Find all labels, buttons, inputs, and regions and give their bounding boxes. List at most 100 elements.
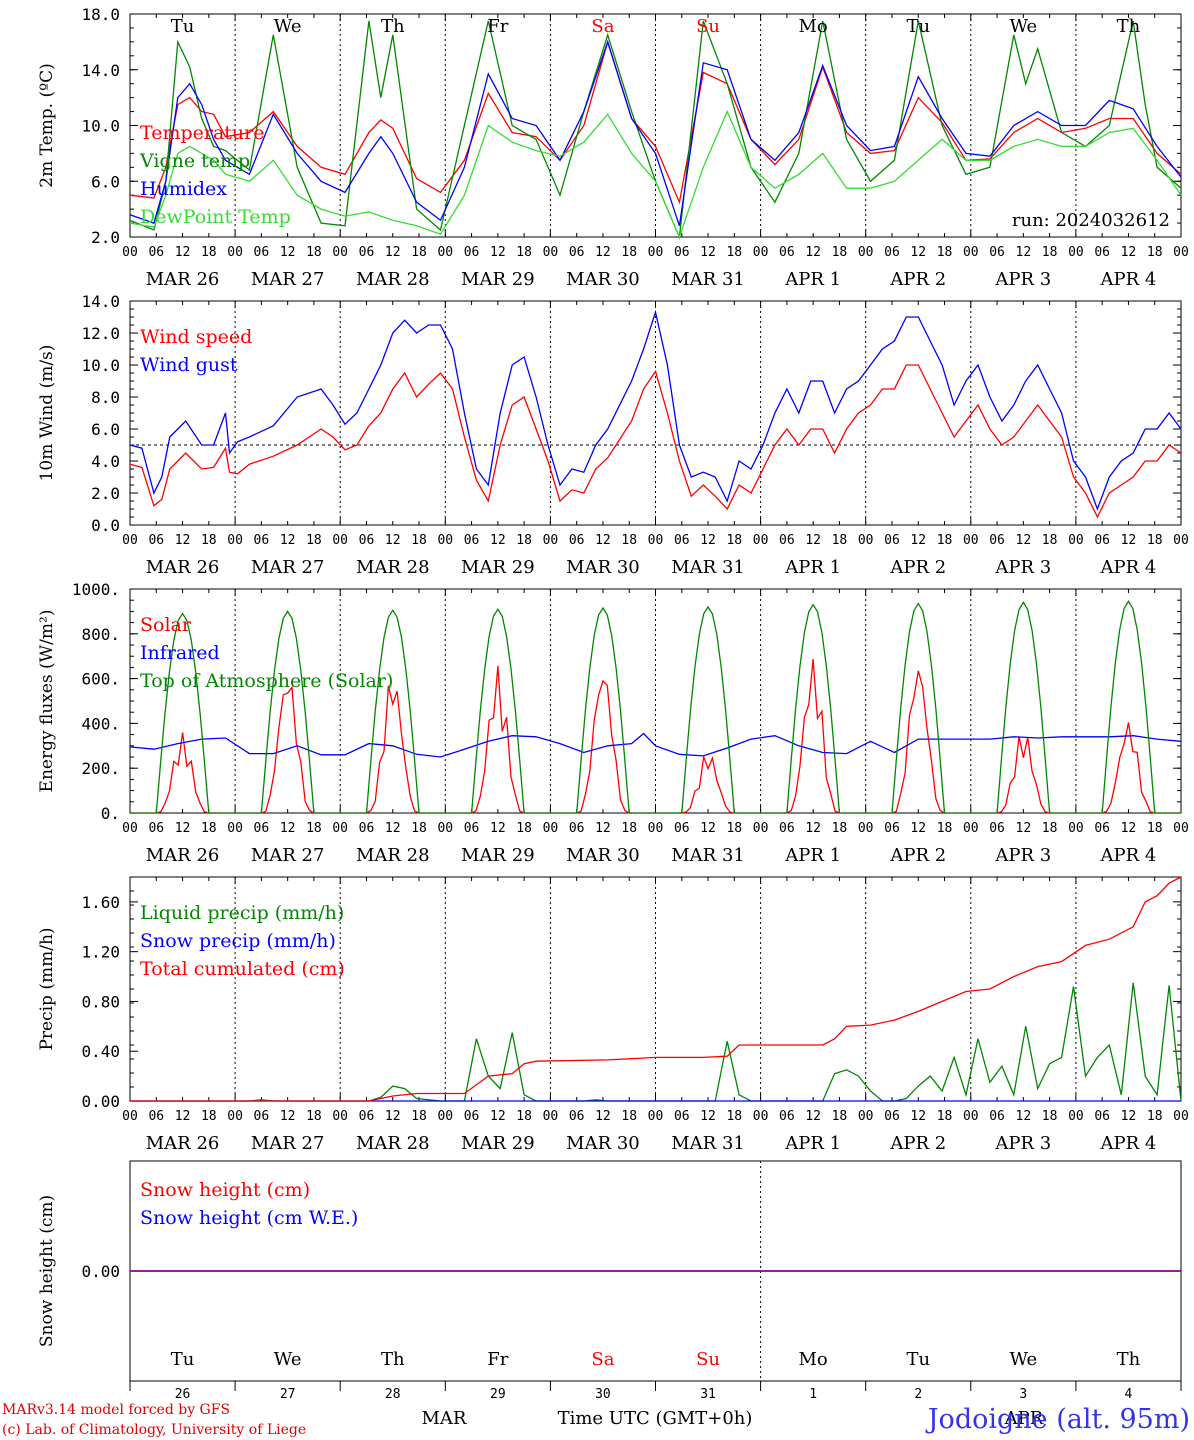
footer-line-1: MARv3.14 model forced by GFS [2,1402,230,1418]
date-label: MAR 28 [356,557,430,578]
y-tick-label: 14.0 [81,292,120,311]
legend-entry: Solar [140,614,192,636]
hour-label: 00 [227,533,243,548]
panel-5: 0.00 Snow height (cm) Snow height (cm) Snow… [37,1160,1182,1391]
legend-entry: Wind gust [140,354,238,376]
hour-label: 18 [516,245,532,260]
hour-label: 06 [674,245,690,260]
hour-label: 06 [884,821,900,836]
hour-label: 12 [1121,533,1137,548]
hour-label: 12 [700,821,716,836]
y-tick-label: 6.0 [91,172,120,191]
hour-label: 18 [1147,821,1163,836]
hour-label: 12 [385,1109,401,1124]
date-label: APR 4 [1100,1133,1157,1154]
hour-label: 18 [621,1109,637,1124]
hour-label: 06 [359,821,375,836]
hour-label: 06 [148,1109,164,1124]
hour-label: 12 [1121,821,1137,836]
hour-label: 06 [464,821,480,836]
hour-label: 06 [464,533,480,548]
day-of-week: We [1010,1349,1038,1370]
hour-label: 12 [805,1109,821,1124]
hour-label: 12 [1121,245,1137,260]
hour-label: 12 [595,245,611,260]
date-label: MAR 28 [356,845,430,866]
hour-label: 00 [227,1109,243,1124]
day-of-week: Sa [591,1349,614,1370]
date-label: MAR 30 [566,269,640,290]
y-tick-label: 6.0 [91,420,120,439]
hour-label: 06 [569,245,585,260]
hour-label: 06 [569,821,585,836]
hour-label: 12 [280,1109,296,1124]
hour-label: 06 [254,1109,270,1124]
hour-label: 00 [122,245,138,260]
hour-label: 12 [910,1109,926,1124]
series-line-2 [129,732,1182,758]
day-of-week: Th [381,1349,405,1370]
y-tick-label: 8.0 [91,388,120,407]
y-tick-label: 0. [101,804,120,823]
day-of-week: Mo [799,1349,828,1370]
hour-label: 12 [595,1109,611,1124]
bottom-day-number: 28 [385,1387,401,1402]
bottom-day-number: 2 [914,1387,922,1402]
date-label: MAR 31 [671,269,745,290]
hour-label: 00 [543,245,559,260]
hour-label: 18 [832,533,848,548]
date-label: APR 4 [1100,845,1157,866]
bottom-day-number: 30 [595,1387,611,1402]
hour-label: 18 [306,533,322,548]
y-tick-label: 0.40 [81,1042,120,1061]
hour-label: 12 [490,245,506,260]
day-of-week: Sa [591,16,614,37]
hour-label: 06 [359,533,375,548]
date-label: MAR 26 [146,557,220,578]
day-of-week: Tu [171,16,195,37]
hour-label: 00 [963,533,979,548]
hour-label: 06 [989,533,1005,548]
hour-label: 06 [779,533,795,548]
station-name: Jodoigne (alt. 95m) [925,1404,1190,1435]
hour-label: 00 [858,1109,874,1124]
y-tick-label: 800. [81,625,120,644]
bottom-day-number: 3 [1019,1387,1027,1402]
date-label: MAR 26 [146,845,220,866]
hour-label: 18 [621,533,637,548]
y-tick-label: 4.0 [91,452,120,471]
hour-label: 18 [726,821,742,836]
day-of-week: Mo [799,16,828,37]
hour-label: 00 [858,245,874,260]
day-of-week: Tu [906,16,930,37]
y-tick-label: 18.0 [81,5,120,24]
hour-label: 18 [516,821,532,836]
date-label: APR 2 [889,269,946,290]
legend-entry: Total cumulated (cm) [140,958,345,980]
hour-label: 00 [1068,245,1084,260]
legend-entry: DewPoint Temp [140,206,291,228]
hour-label: 06 [254,821,270,836]
date-label: MAR 31 [671,557,745,578]
date-label: APR 3 [994,845,1051,866]
hour-label: 00 [543,533,559,548]
bottom-day-number: 27 [280,1387,296,1402]
date-label: MAR 29 [461,557,535,578]
bottom-axis: 26 27 28 29 30 31 1 2 3 4 MAR APR [175,1387,1133,1429]
date-label: APR 1 [784,845,841,866]
day-of-week: Tu [906,1349,930,1370]
y-tick-label: 200. [81,759,120,778]
run-label: run: 2024032612 [1012,210,1170,231]
hour-label: 18 [201,245,217,260]
bottom-month-label: APR [1004,1408,1044,1429]
day-of-week: We [274,1349,302,1370]
hour-label: 12 [280,533,296,548]
day-of-week: Fr [487,1349,508,1370]
y-tick-label: 1000. [72,580,120,599]
hour-label: 00 [227,821,243,836]
day-of-week: We [1010,16,1038,37]
y-tick-label: 0.0 [91,516,120,535]
hour-label: 00 [963,1109,979,1124]
hour-label: 18 [621,821,637,836]
